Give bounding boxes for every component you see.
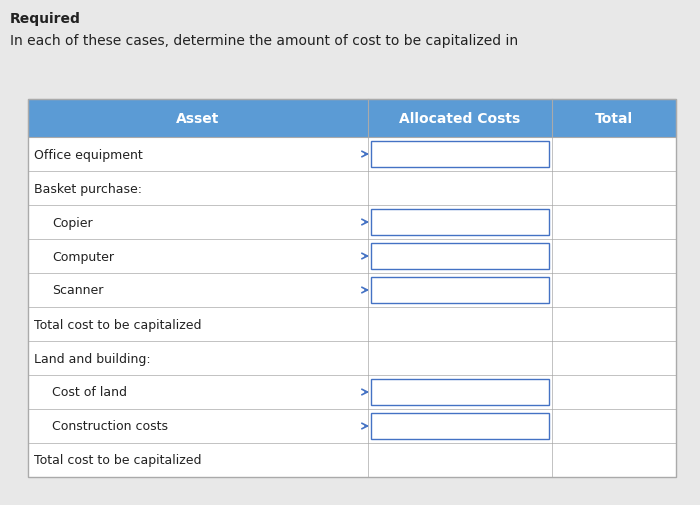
Bar <box>28 100 676 138</box>
Text: Required: Required <box>10 12 81 26</box>
Bar <box>28 239 676 274</box>
Text: Scanner: Scanner <box>52 284 104 297</box>
Bar <box>371 243 549 270</box>
Text: Total cost to be capitalized: Total cost to be capitalized <box>34 318 202 331</box>
Text: Office equipment: Office equipment <box>34 148 143 161</box>
Text: Cost of land: Cost of land <box>52 386 127 399</box>
Text: Computer: Computer <box>52 250 114 263</box>
Text: Construction costs: Construction costs <box>52 420 168 433</box>
Text: Allocated Costs: Allocated Costs <box>400 112 521 126</box>
Text: Asset: Asset <box>176 112 220 126</box>
Bar <box>28 409 676 443</box>
Text: Basket purchase:: Basket purchase: <box>34 182 142 195</box>
Bar <box>28 138 676 172</box>
Text: In each of these cases, determine the amount of cost to be capitalized in: In each of these cases, determine the am… <box>10 34 518 48</box>
Bar <box>28 172 676 206</box>
Bar <box>28 274 676 308</box>
Bar <box>28 375 676 409</box>
Bar <box>28 341 676 375</box>
Bar <box>28 443 676 477</box>
Text: Land and building:: Land and building: <box>34 352 150 365</box>
Bar <box>28 100 676 477</box>
Bar <box>371 413 549 439</box>
Bar <box>371 277 549 304</box>
Text: Copier: Copier <box>52 216 92 229</box>
Bar <box>28 308 676 341</box>
Bar <box>28 206 676 239</box>
Bar <box>371 379 549 405</box>
Text: Total: Total <box>595 112 633 126</box>
Bar <box>371 142 549 168</box>
Text: Total cost to be capitalized: Total cost to be capitalized <box>34 453 202 467</box>
Bar <box>371 210 549 235</box>
